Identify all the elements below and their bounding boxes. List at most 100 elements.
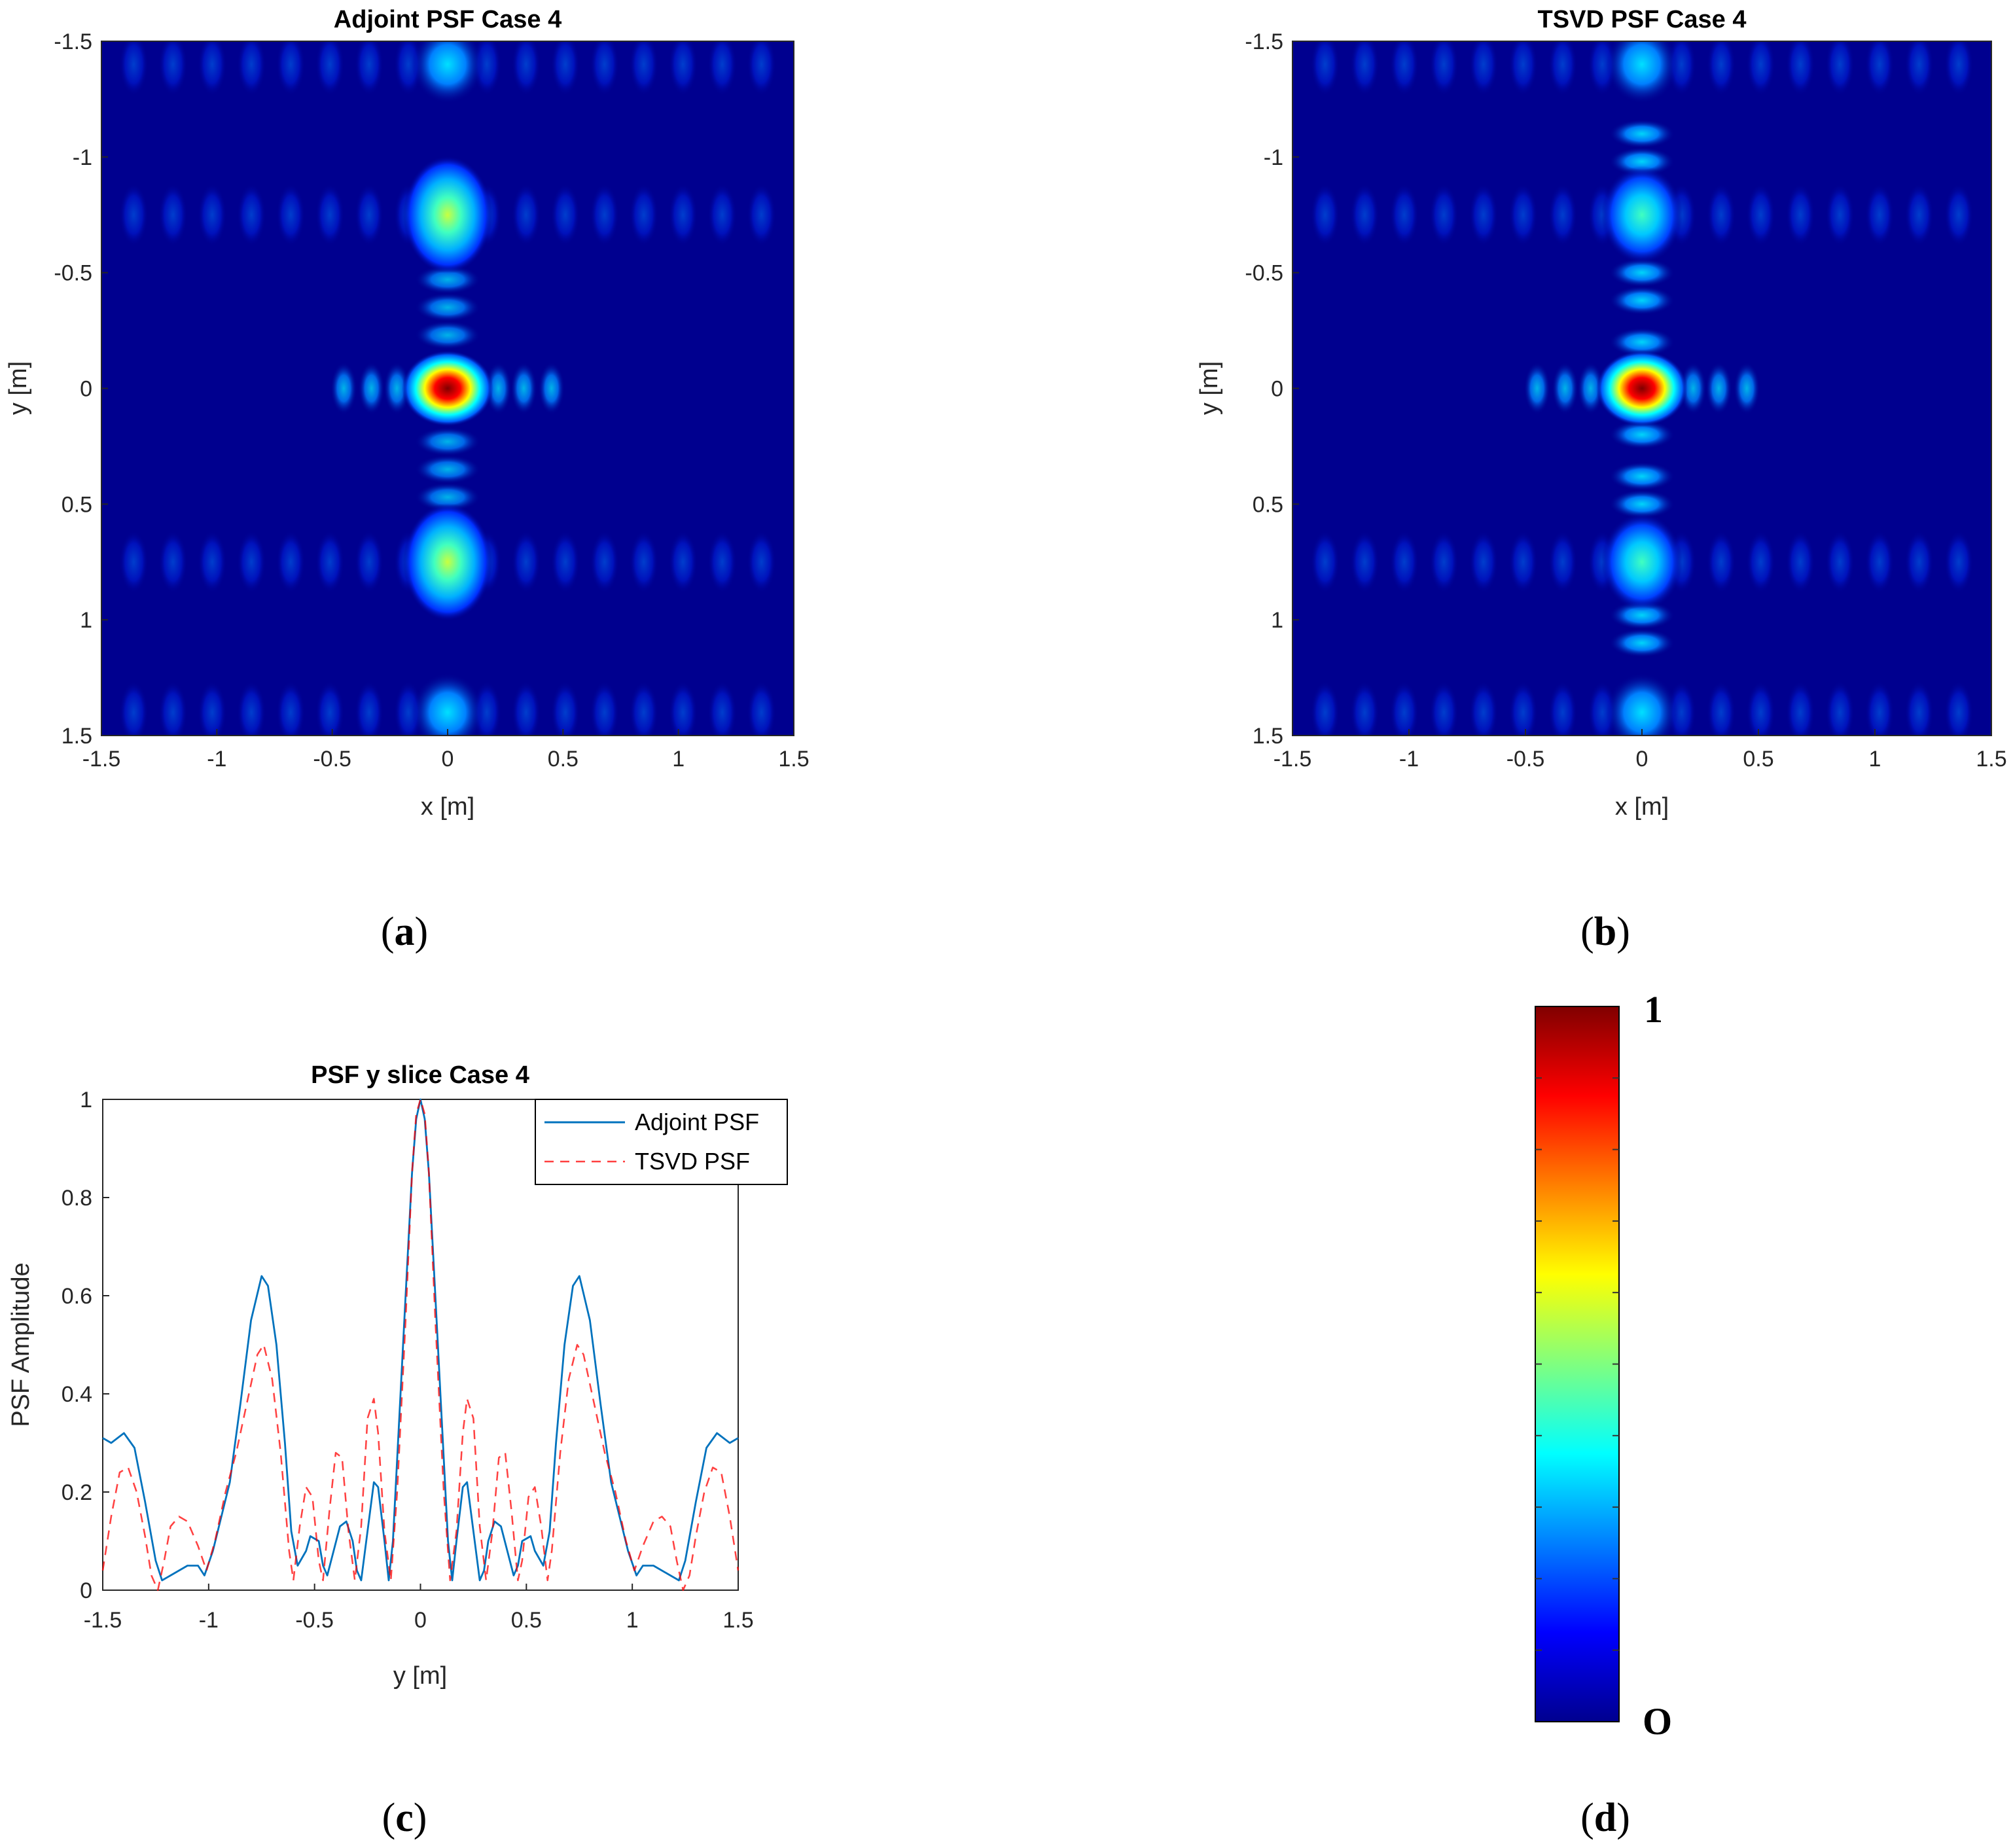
sidelobe-blob [237,530,266,594]
legend: Adjoint PSF TSVD PSF [535,1099,788,1185]
sidelobe-blob [276,183,306,247]
sidelobe-blob [1734,362,1760,415]
psf-peak [402,350,493,427]
panel-a-xlabel: x [m] [421,793,474,821]
panel-label-c: (c) [382,1796,427,1840]
sidelobe-blob [315,530,345,594]
sidelobe-blob [1548,530,1577,594]
sidelobe-blob [355,41,384,96]
sidelobe-blob [119,530,149,594]
legend-label-tsvd: TSVD PSF [635,1148,750,1175]
heatmap-a-image [101,41,794,736]
panel-b-xlabel: x [m] [1615,793,1669,821]
y-tick-label: 0.5 [62,492,92,517]
sidelobe-blob [1825,530,1855,594]
sidelobe-blob [1350,681,1380,736]
sidelobe-blob [590,183,619,247]
sidelobe-blob [1786,183,1815,247]
sidelobe-blob [1552,362,1578,415]
sidelobe-blob [1705,362,1732,415]
x-tick-label: -0.5 [295,1608,334,1633]
sidelobe-blob [1548,41,1577,96]
panel-label-b: (b) [1580,910,1630,954]
ring-lobe [1609,489,1675,519]
ring-lobe [1609,420,1675,450]
sidelobe-blob [1944,681,1974,736]
ring-lobe [1609,119,1675,149]
ring-lobe [1609,628,1675,658]
sidelobe-blob [1746,530,1775,594]
sidelobe-blob [1904,530,1934,594]
psf-peak [1601,166,1683,264]
y-tick-label: -0.5 [54,261,92,286]
sidelobe-blob [355,530,384,594]
colorbar-min-label: O [1643,1700,1672,1743]
sidelobe-blob [1548,681,1577,736]
sidelobe-blob [1865,41,1895,96]
sidelobe-blob [1429,530,1459,594]
y-tick-label: -1 [1264,145,1283,170]
x-tick-label: 0 [414,1608,427,1633]
ring-lobe [415,427,480,456]
sidelobe-blob [1350,530,1380,594]
x-tick-label: -1 [199,1608,219,1633]
sidelobe-blob [1707,530,1736,594]
y-tick-label: 1.5 [1253,724,1283,749]
sidelobe-blob [550,530,580,594]
legend-box [535,1099,788,1185]
ring-lobe [415,265,480,294]
sidelobe-blob [485,362,512,415]
sidelobe-blob [276,530,306,594]
sidelobe-blob [1746,41,1775,96]
panel-c-title: PSF y slice Case 4 [311,1061,529,1089]
x-tick-label: 1.5 [1976,747,2006,772]
sidelobe-blob [1746,183,1775,247]
psf-peak [1601,512,1683,611]
sidelobe-blob [358,362,385,415]
sidelobe-blob [747,183,776,247]
heatmap-b-image [1292,41,1991,736]
panel-b-title: TSVD PSF Case 4 [1538,6,1747,33]
sidelobe-blob [511,681,541,736]
sidelobe-blob [1786,681,1815,736]
sidelobe-blob [1904,41,1934,96]
x-tick-label: 0.5 [1743,747,1773,772]
sidelobe-blob [511,183,541,247]
sidelobe-blob [629,183,658,247]
x-tick-label: 0.5 [511,1608,542,1633]
x-tick-label: 1 [626,1608,639,1633]
sidelobe-blob [1508,681,1538,736]
sidelobe-blob [1707,183,1736,247]
panel-b-ylabel: y [m] [1196,361,1223,415]
y-tick-label: 1 [1271,608,1283,633]
sidelobe-blob [747,530,776,594]
y-tick-label: -1.5 [1245,29,1283,54]
x-tick-label: -1 [1399,747,1419,772]
sidelobe-blob [1680,362,1707,415]
sidelobe-blob [668,183,698,247]
sidelobe-blob [629,41,658,96]
psf-peak [1606,41,1678,104]
sidelobe-blob [1786,41,1815,96]
sidelobe-blob [1865,183,1895,247]
sidelobe-blob [510,362,537,415]
sidelobe-blob [1469,41,1498,96]
sidelobe-blob [707,183,737,247]
y-tick-label: -0.5 [1245,261,1283,286]
psf-peak [412,673,484,736]
series-line-tsvd [101,1098,739,1591]
sidelobe-blob [315,41,345,96]
x-tick-label: 1.5 [778,747,809,772]
sidelobe-blob [550,681,580,736]
x-tick-label: 0 [1636,747,1648,772]
y-tick-label: 0 [80,1578,92,1603]
legend-label-adjoint: Adjoint PSF [635,1109,759,1135]
panel-a-ylabel: y [m] [5,361,32,415]
sidelobe-blob [590,681,619,736]
sidelobe-blob [1825,41,1855,96]
ring-lobe [1609,601,1675,630]
x-tick-label: -1.5 [1274,747,1312,772]
ring-lobe [1609,461,1675,491]
sidelobe-blob [198,41,227,96]
sidelobe-blob [1469,183,1498,247]
